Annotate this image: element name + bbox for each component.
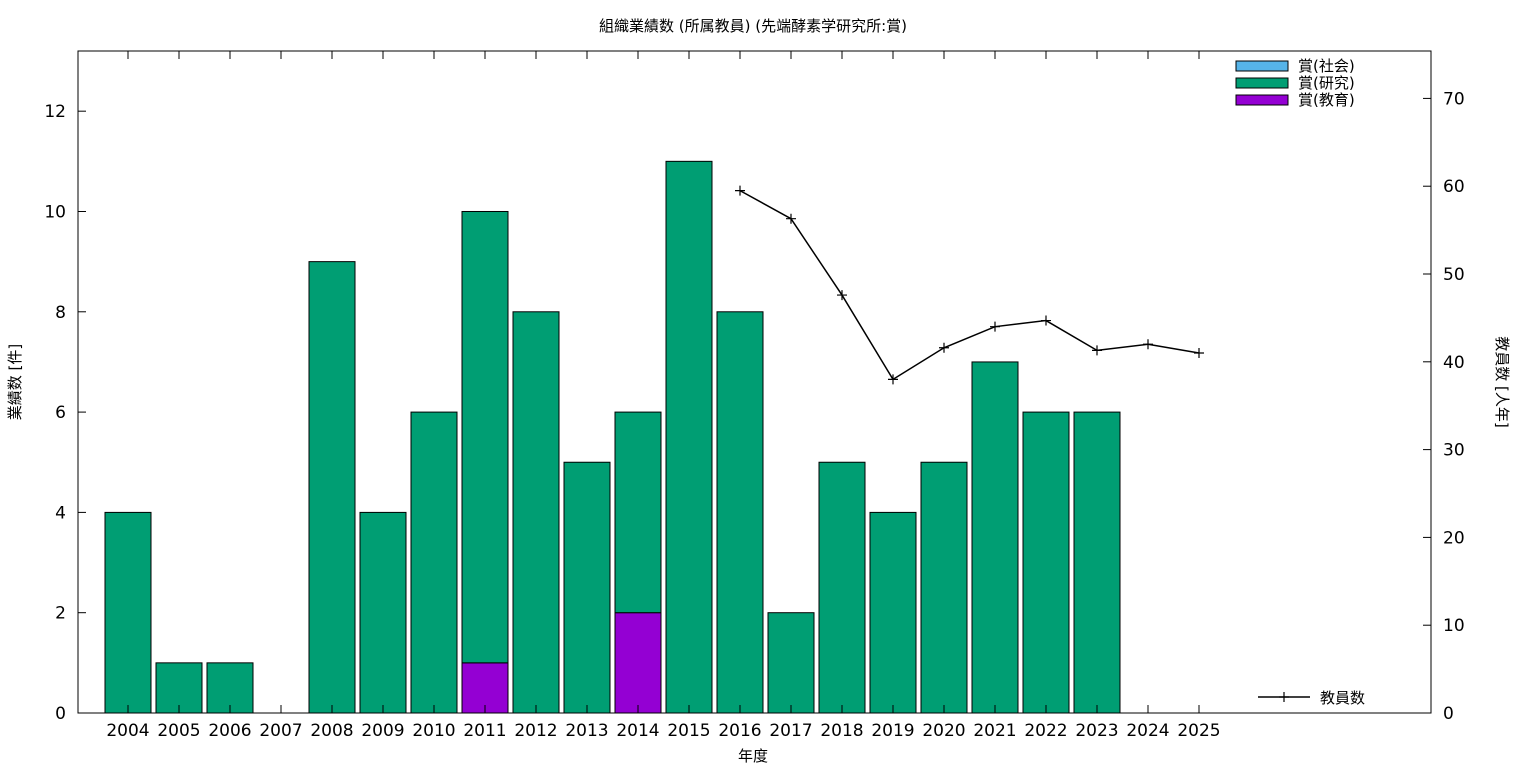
x-tick-label-2024: 2024 [1126,721,1169,741]
y-tick-label-4: 4 [55,503,66,523]
y2-axis-label: 教員数 [人年] [1493,336,1511,427]
line-point-0 [735,185,745,196]
bar-2019-1 [869,511,917,714]
bar-2006-1 [206,662,254,714]
y2-tick-label-60: 60 [1443,177,1465,197]
chart-title: 組織業績数 (所属教員) (先端酵素学研究所:賞) [599,17,907,35]
y2-tick-label-10: 10 [1443,616,1465,636]
bar-2014-2 [614,612,662,714]
bar-2015-1 [665,160,713,714]
x-tick-label-2010: 2010 [412,721,455,741]
legend-label-1: 賞(研究) [1298,74,1355,92]
y2-tick-label-50: 50 [1443,265,1465,285]
bar-2010-1 [410,411,458,714]
legend-swatch-2 [1235,94,1289,106]
x-tick-label-2006: 2006 [208,721,251,741]
bar-2017-1 [767,612,815,714]
legend-swatch-0 [1235,60,1289,72]
line-point-1 [786,213,796,224]
bar-2016-1 [716,311,764,714]
y-tick-label-0: 0 [55,704,66,724]
y2-tick-label-20: 20 [1443,528,1465,548]
legend-label-0: 賞(社会) [1298,57,1355,75]
bar-2008-1 [308,261,356,714]
y-tick-label-6: 6 [55,403,66,423]
x-tick-label-2012: 2012 [514,721,557,741]
y-tick-label-10: 10 [44,202,66,222]
line-point-5 [990,321,1000,332]
y-tick-label-12: 12 [44,102,66,122]
x-tick-label-2011: 2011 [463,721,506,741]
x-tick-label-2009: 2009 [361,721,404,741]
line-teachers [739,189,1200,381]
x-tick-label-2008: 2008 [310,721,353,741]
x-tick-label-2022: 2022 [1024,721,1067,741]
bar-2014-1 [614,411,662,614]
plot-area [104,160,1204,714]
x-axis: 2004 2005 2006 2007 2008 2009 2010 2011 2012 2013… [106,51,1221,741]
line-point-4 [939,342,949,353]
x-tick-label-2005: 2005 [157,721,200,741]
bar-2013-1 [563,461,611,714]
x-tick-label-2014: 2014 [616,721,659,741]
line-point-8 [1143,339,1153,350]
bar-2009-1 [359,511,407,714]
x-tick-label-2020: 2020 [922,721,965,741]
x-tick-label-2018: 2018 [820,721,863,741]
line-point-9 [1194,348,1204,359]
x-tick-label-2023: 2023 [1075,721,1118,741]
line-point-7 [1092,345,1102,356]
x-tick-label-2025: 2025 [1177,721,1220,741]
y2-tick-label-30: 30 [1443,441,1465,461]
y-axis: 0 2 4 6 8 10 12 [44,102,86,724]
x-tick-label-2007: 2007 [259,721,302,741]
legend-label-2: 賞(教育) [1298,91,1355,109]
y-axis-label: 業績数 [件] [6,344,24,420]
bar-2023-1 [1073,411,1121,714]
legend-label-line: 教員数 [1320,689,1365,707]
y2-tick-label-70: 70 [1443,89,1465,109]
y-tick-label-2: 2 [55,604,66,624]
bar-2018-1 [818,461,866,714]
bar-2020-1 [920,461,968,714]
y2-tick-label-0: 0 [1443,704,1454,724]
bar-2021-1 [971,361,1019,714]
bar-2022-1 [1022,411,1070,714]
x-tick-label-2004: 2004 [106,721,149,741]
plot-border [77,50,1432,714]
x-tick-label-2016: 2016 [718,721,761,741]
legend-line-marker [1279,692,1289,702]
x-axis-label: 年度 [738,747,768,765]
x-tick-label-2013: 2013 [565,721,608,741]
x-tick-label-2015: 2015 [667,721,710,741]
bar-2004-1 [104,511,152,714]
x-tick-label-2021: 2021 [973,721,1016,741]
line-point-2 [837,290,847,301]
bar-2011-1 [461,210,509,664]
line-point-3 [888,374,898,385]
legend-swatch-1 [1235,77,1289,89]
x-tick-label-2017: 2017 [769,721,812,741]
y2-axis: 0 10 20 30 40 50 60 70 [1423,89,1465,724]
legend: 賞(社会)賞(研究)賞(教育) 教員数 [1235,57,1365,707]
bar-2005-1 [155,662,203,714]
bar-2012-1 [512,311,560,714]
y-tick-label-8: 8 [55,303,66,323]
y2-tick-label-40: 40 [1443,353,1465,373]
line-point-6 [1041,315,1051,326]
x-tick-label-2019: 2019 [871,721,914,741]
